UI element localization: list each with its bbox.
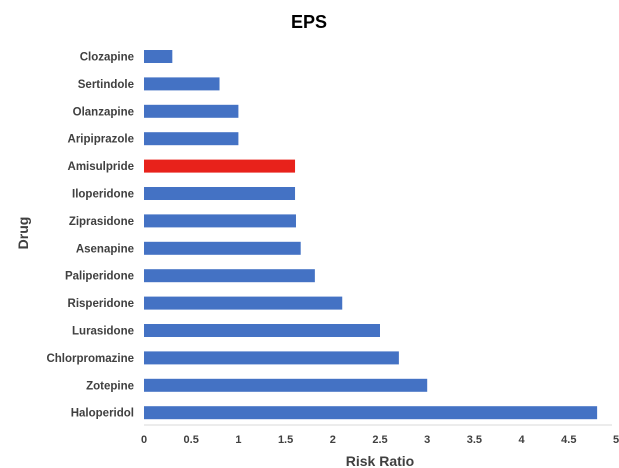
bar-risperidone xyxy=(144,296,343,310)
bar-haloperidol xyxy=(144,406,598,420)
bars-group xyxy=(144,50,598,420)
x-tick-label: 0 xyxy=(141,434,147,446)
x-tick-label: 1.5 xyxy=(278,434,293,446)
category-label-iloperidone: Iloperidone xyxy=(72,189,134,201)
category-label-lurasidone: Lurasidone xyxy=(72,326,134,338)
category-label-risperidone: Risperidone xyxy=(68,298,134,310)
category-label-ziprasidone: Ziprasidone xyxy=(69,216,134,228)
category-label-aripiprazole: Aripiprazole xyxy=(68,134,134,146)
x-tick-labels-group: 0 0.5 1 1.5 2 2.5 3 3.5 4 4.5 5 xyxy=(141,434,619,446)
x-tick-label: 5 xyxy=(613,434,619,446)
category-label-asenapine: Asenapine xyxy=(76,243,134,255)
bar-clozapine xyxy=(144,50,173,63)
bar-aripiprazole xyxy=(144,132,239,146)
bar-amisulpride xyxy=(144,159,296,173)
x-tick-label: 0.5 xyxy=(184,434,199,446)
y-axis-title: Drug xyxy=(15,217,31,250)
x-tick-label: 2.5 xyxy=(372,434,387,446)
category-label-chlorpromazine: Chlorpromazine xyxy=(46,353,134,365)
category-label-zotepine: Zotepine xyxy=(86,380,134,392)
chart-title: EPS xyxy=(291,12,327,32)
x-tick-label: 1 xyxy=(235,434,241,446)
bar-asenapine xyxy=(144,241,301,255)
x-tick-label: 3.5 xyxy=(467,434,482,446)
bar-chlorpromazine xyxy=(144,351,399,365)
category-label-olanzapine: Olanzapine xyxy=(73,106,134,118)
x-tick-label: 3 xyxy=(424,434,430,446)
x-tick-label: 4.5 xyxy=(561,434,576,446)
category-label-amisulpride: Amisulpride xyxy=(68,161,134,173)
bar-iloperidone xyxy=(144,187,296,200)
bar-lurasidone xyxy=(144,324,380,337)
x-tick-label: 4 xyxy=(519,434,526,446)
category-label-haloperidol: Haloperidol xyxy=(71,408,134,420)
x-axis-title: Risk Ratio xyxy=(346,453,414,468)
category-labels-group: Clozapine Sertindole Olanzapine Aripiprazol… xyxy=(46,52,134,420)
category-label-sertindole: Sertindole xyxy=(78,79,134,91)
bar-sertindole xyxy=(144,77,220,91)
x-tick-label: 2 xyxy=(330,434,336,446)
bar-ziprasidone xyxy=(144,214,296,228)
category-label-paliperidone: Paliperidone xyxy=(65,271,134,283)
bar-olanzapine xyxy=(144,104,239,118)
bar-zotepine xyxy=(144,378,428,392)
bar-paliperidone xyxy=(144,269,315,283)
category-label-clozapine: Clozapine xyxy=(80,52,134,64)
